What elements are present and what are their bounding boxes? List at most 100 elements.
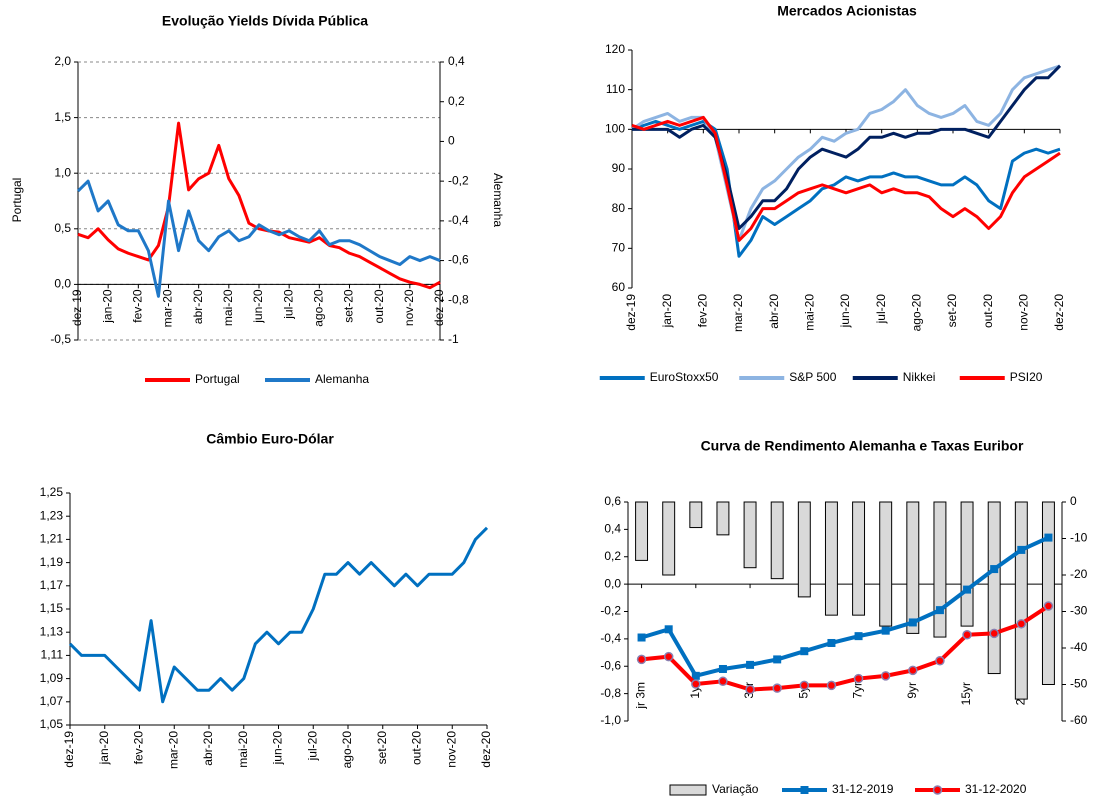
bar — [635, 501, 649, 561]
x-tick-label: dez-20 — [479, 731, 493, 768]
y-tick-label: 1,25 — [40, 485, 64, 499]
line-series — [640, 535, 1050, 678]
marker — [1044, 533, 1053, 542]
line-series — [76, 179, 441, 298]
marker — [853, 673, 864, 684]
y-tick-label: 90 — [612, 161, 626, 175]
legend-label: Nikkei — [903, 370, 936, 384]
y2-tick-label: 0,4 — [448, 54, 465, 68]
y-tick-label: 2,0 — [54, 54, 71, 68]
y-tick-label: 0,0 — [54, 277, 71, 291]
marker — [990, 565, 999, 574]
y-tick-label: 0,6 — [604, 494, 621, 508]
y2-tick-label: -1 — [448, 332, 459, 346]
bar — [797, 501, 811, 598]
x-tick-label: ago-20 — [340, 731, 354, 769]
bar — [824, 501, 838, 616]
x-tick-label: out-20 — [372, 289, 386, 323]
marker — [636, 654, 647, 665]
y-tick-label: 1,09 — [40, 671, 64, 685]
y2-tick-label: -0,8 — [448, 292, 469, 306]
x-tick-label: 15yr — [959, 682, 973, 705]
x-tick-label: 9yr — [905, 682, 919, 699]
y-axis-label: Portugal — [10, 178, 24, 223]
marker — [935, 606, 944, 615]
line-series — [641, 604, 1050, 692]
legend-label: EuroStoxx50 — [650, 370, 719, 384]
y2-tick-label: -60 — [1070, 713, 1088, 727]
x-tick-label: out-20 — [410, 731, 424, 765]
marker — [718, 676, 728, 687]
bar — [933, 501, 947, 638]
y-tick-label: -0,6 — [600, 658, 621, 672]
marker — [935, 656, 945, 666]
bar — [906, 501, 920, 634]
x-tick-label: mar-20 — [731, 294, 745, 332]
x-tick-label: nov-20 — [402, 289, 416, 326]
marker — [1017, 545, 1026, 554]
y2-tick-label: -0,2 — [448, 173, 469, 187]
bar — [879, 501, 893, 627]
y-tick-label: 60 — [612, 280, 626, 294]
y-tick-label: 0,2 — [604, 549, 621, 563]
x-tick-label: abr-20 — [191, 289, 205, 324]
x-tick-label: jan-20 — [97, 731, 111, 766]
marker — [989, 628, 999, 639]
legend-label: PSI20 — [1010, 370, 1043, 384]
y-tick-label: -0,8 — [600, 686, 621, 700]
legend-marker — [932, 785, 943, 795]
x-tick-label: dez-19 — [70, 289, 84, 326]
bar — [1041, 501, 1055, 685]
y2-tick-label: -50 — [1070, 677, 1088, 691]
bar — [770, 501, 784, 580]
x-tick-label: set-20 — [945, 294, 959, 328]
x-tick-label: nov-20 — [444, 731, 458, 768]
x-tick-label: jun-20 — [271, 731, 285, 766]
x-tick-label: ago-20 — [910, 294, 924, 332]
x-tick-label: dez-19 — [624, 294, 638, 331]
bar — [987, 501, 1001, 675]
line-series — [631, 64, 1061, 242]
y-tick-label: 1,11 — [41, 648, 64, 662]
bar — [960, 501, 974, 627]
x-tick-label: jan-20 — [100, 289, 114, 324]
chart-title: Curva de Rendimento Alemanha e Taxas Eur… — [701, 438, 1024, 454]
y2-axis-label: Alemanha — [491, 173, 505, 227]
y2-tick-label: 0 — [1070, 494, 1077, 508]
marker — [663, 651, 674, 662]
marker — [962, 630, 972, 640]
x-tick-label: mai-20 — [236, 731, 250, 768]
x-tick-label: abr-20 — [767, 294, 781, 329]
y-tick-label: 110 — [606, 82, 625, 96]
y2-tick-label: -10 — [1070, 531, 1088, 545]
marker — [691, 671, 700, 680]
bar — [689, 501, 703, 529]
marker — [637, 633, 646, 642]
marker — [1016, 619, 1027, 629]
x-tick-label: jun-20 — [251, 289, 265, 324]
y-tick-label: 1,23 — [40, 508, 64, 522]
y-tick-label: 80 — [612, 201, 626, 215]
y-tick-label: -0,4 — [600, 631, 621, 645]
marker — [880, 671, 891, 681]
y2-tick-label: -30 — [1070, 604, 1088, 618]
y2-tick-label: 0,2 — [448, 94, 465, 108]
x-tick-label: jan-20 — [660, 294, 674, 329]
y2-tick-label: -20 — [1070, 567, 1088, 581]
legend-label: 31-12-2019 — [832, 782, 894, 796]
legend-swatch — [669, 784, 707, 796]
x-tick-label: dez-19 — [62, 731, 76, 768]
marker — [691, 679, 701, 689]
x-tick-label: jul-20 — [281, 289, 295, 320]
marker — [718, 664, 727, 673]
marker — [908, 665, 918, 676]
y-tick-label: 0,5 — [54, 221, 71, 235]
y2-tick-label: -0,6 — [448, 253, 469, 267]
x-tick-label: fev-20 — [131, 289, 145, 323]
bar — [1014, 501, 1028, 700]
marker — [908, 618, 917, 627]
y-tick-label: 1,0 — [54, 165, 71, 179]
x-tick-label: mar-20 — [166, 731, 180, 769]
y2-tick-label: 0 — [448, 134, 455, 148]
